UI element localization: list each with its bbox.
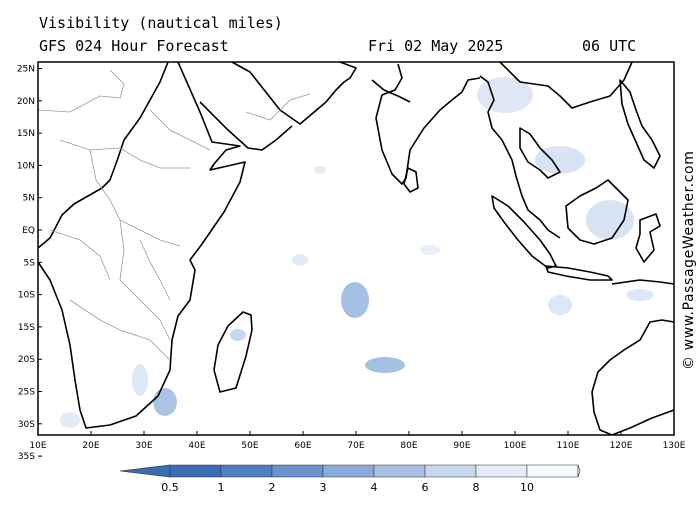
colorbar-segment [424, 464, 477, 478]
lon-label: 30E [135, 441, 152, 451]
visibility-colorbar: 0.5 1 2 3 4 6 8 10 [119, 464, 581, 494]
colorbar-segment [322, 464, 375, 478]
colorbar-tick-label: 1 [218, 481, 225, 494]
lat-label: 10S [18, 291, 35, 301]
lat-label: 20S [18, 355, 35, 365]
colorbar-segment [220, 464, 273, 478]
borneo [565, 179, 629, 245]
map-title: Visibility (nautical miles) [39, 14, 283, 32]
lat-label: 30S [18, 420, 35, 430]
longitude-axis: 10E 20E 30E 40E 50E 60E 70E 80E 90E 100E 110E 120E 1… [29, 431, 686, 451]
lon-label: 70E [347, 441, 364, 451]
sri-lanka [403, 167, 419, 193]
colorbar-segment [526, 464, 579, 478]
lat-label: EQ [22, 226, 35, 236]
colorbar-left-arrow [119, 464, 171, 478]
lon-label: 130E [663, 441, 686, 451]
lat-label: 25N [17, 65, 35, 75]
lon-label: 50E [241, 441, 258, 451]
colorbar-tick-label: 8 [473, 481, 480, 494]
lat-label: 15N [17, 129, 35, 139]
lon-label: 80E [400, 441, 417, 451]
lon-label: 90E [453, 441, 470, 451]
lon-label: 10E [29, 441, 46, 451]
forecast-date: Fri 02 May 2025 [368, 37, 504, 55]
colorbar-tick-label: 4 [371, 481, 378, 494]
colorbar-tick-label: 3 [320, 481, 327, 494]
map-area [38, 62, 674, 435]
borders [38, 69, 311, 361]
visibility-haze [60, 77, 654, 428]
colorbar-right-arrow [577, 464, 581, 478]
java [545, 265, 613, 281]
lon-label: 20E [82, 441, 99, 451]
colorbar-segment [271, 464, 324, 478]
lat-label: 15S [18, 323, 35, 333]
latitude-axis: 25N 20N 15N 10N 5N EQ 5S 10S 15S 20S 25S 30S 35S [17, 65, 42, 462]
lon-label: 60E [294, 441, 311, 451]
colorbar-segment [373, 464, 426, 478]
colorbar-tick-label: 10 [520, 481, 534, 494]
lon-label: 120E [610, 441, 633, 451]
lon-label: 40E [188, 441, 205, 451]
coastlines [38, 62, 674, 435]
lon-label: 100E [504, 441, 527, 451]
map-subtitle: GFS 024 Hour Forecast [39, 37, 229, 55]
colorbar-tick-label: 6 [422, 481, 429, 494]
colorbar-segment [169, 464, 222, 478]
lat-label: 5N [23, 194, 35, 204]
madagascar [213, 311, 253, 393]
colorbar-segment [475, 464, 528, 478]
sulawesi [635, 213, 661, 263]
lat-label: 25S [18, 388, 35, 398]
sumatra [491, 195, 557, 269]
colorbar-tick-label: 0.5 [161, 481, 179, 494]
colorbar-tick-label: 2 [269, 481, 276, 494]
forecast-time: 06 UTC [582, 37, 637, 55]
lat-label: 20N [17, 97, 35, 107]
lat-label: 5S [24, 258, 36, 268]
lat-label: 35S [18, 452, 35, 462]
lat-label: 10N [17, 161, 35, 171]
lon-label: 110E [557, 441, 580, 451]
australia [591, 319, 674, 435]
